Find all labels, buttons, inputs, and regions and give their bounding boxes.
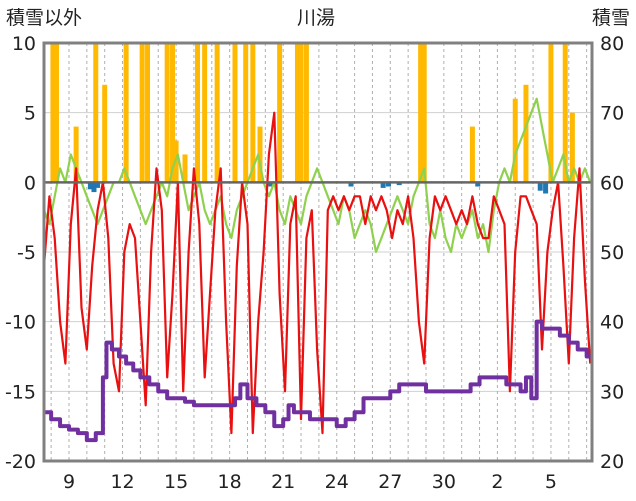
snowfall-bar bbox=[73, 126, 79, 183]
precip-bar bbox=[268, 182, 274, 187]
snowfall-bar bbox=[170, 43, 176, 183]
temperature-line bbox=[42, 111, 592, 435]
snowfall-bar bbox=[195, 43, 201, 183]
x-tick-label: 18 bbox=[218, 471, 242, 493]
left-tick-label: 5 bbox=[24, 103, 36, 125]
snowfall-bar bbox=[257, 126, 263, 183]
snowfall-bar bbox=[421, 43, 427, 183]
snowfall-bar bbox=[123, 43, 129, 183]
left-tick-label: -20 bbox=[5, 451, 36, 473]
precip-bar bbox=[537, 182, 543, 191]
snowfall-bar bbox=[469, 126, 475, 183]
left-tick-label: -5 bbox=[17, 242, 36, 264]
precip-bar bbox=[348, 182, 354, 187]
right-tick-label: 80 bbox=[600, 33, 624, 55]
x-tick-label: 24 bbox=[325, 471, 349, 493]
x-tick-label: 27 bbox=[378, 471, 402, 493]
right-tick-label: 30 bbox=[600, 381, 624, 403]
snowfall-bar bbox=[548, 43, 554, 183]
precip-bar bbox=[95, 182, 101, 188]
right-axis-label: 積雪 bbox=[592, 7, 630, 29]
x-tick-label: 9 bbox=[63, 471, 75, 493]
left-tick-label: 0 bbox=[24, 172, 36, 194]
x-tick-label: 2 bbox=[491, 471, 503, 493]
snowfall-bar bbox=[418, 43, 424, 183]
snowfall-bar bbox=[102, 84, 108, 183]
precip-bar bbox=[396, 182, 402, 186]
right-tick-label: 20 bbox=[600, 451, 624, 473]
x-tick-label: 15 bbox=[164, 471, 188, 493]
right-tick-label: 70 bbox=[600, 103, 624, 125]
left-tick-label: -15 bbox=[5, 381, 36, 403]
right-tick-label: 60 bbox=[600, 172, 624, 194]
snowfall-bar bbox=[202, 43, 208, 183]
snowfall-bar bbox=[145, 43, 151, 183]
x-tick-label: 21 bbox=[271, 471, 295, 493]
x-tick-label: 12 bbox=[110, 471, 134, 493]
right-tick-label: 40 bbox=[600, 312, 624, 334]
x-tick-label: 5 bbox=[545, 471, 557, 493]
left-axis-label: 積雪以外 bbox=[6, 7, 82, 29]
left-tick-label: 10 bbox=[12, 33, 36, 55]
snowfall-bar bbox=[523, 84, 529, 183]
snowfall-bar bbox=[182, 154, 188, 183]
bars-layer bbox=[50, 43, 575, 194]
snowfall-bar bbox=[214, 43, 220, 183]
precip-bar bbox=[380, 182, 386, 188]
precip-bar bbox=[91, 182, 97, 193]
snowfall-bar bbox=[512, 98, 518, 183]
snowfall-bar bbox=[139, 43, 145, 183]
snowfall-bar bbox=[569, 112, 575, 183]
precip-bar bbox=[475, 182, 481, 187]
snowfall-bar bbox=[164, 43, 170, 183]
snowfall-bar bbox=[50, 43, 56, 183]
snowfall-bar bbox=[298, 43, 304, 183]
plot-frame bbox=[42, 41, 594, 463]
snowfall-bar bbox=[243, 43, 249, 183]
snowfall-bar bbox=[562, 43, 568, 183]
snowfall-bar bbox=[277, 43, 283, 183]
snowfall-bar bbox=[294, 43, 300, 183]
snowfall-bar bbox=[250, 43, 256, 183]
chart-title: 川湯 bbox=[297, 7, 335, 29]
right-tick-label: 50 bbox=[600, 242, 624, 264]
precip-bar bbox=[386, 182, 392, 187]
precip-bar bbox=[87, 182, 93, 190]
precip-bar bbox=[543, 182, 549, 194]
snowfall-bar bbox=[93, 43, 99, 183]
x-tick-label: 30 bbox=[432, 471, 456, 493]
snowfall-bar bbox=[303, 43, 309, 183]
left-tick-label: -10 bbox=[5, 312, 36, 334]
snowfall-bar bbox=[232, 43, 238, 183]
snow_depth-line bbox=[44, 319, 592, 443]
snowfall-bar bbox=[53, 43, 59, 183]
